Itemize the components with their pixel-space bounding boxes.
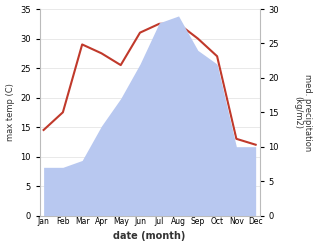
X-axis label: date (month): date (month) <box>114 231 186 242</box>
Y-axis label: max temp (C): max temp (C) <box>5 83 15 141</box>
Y-axis label: med. precipitation
(kg/m2): med. precipitation (kg/m2) <box>293 74 313 151</box>
